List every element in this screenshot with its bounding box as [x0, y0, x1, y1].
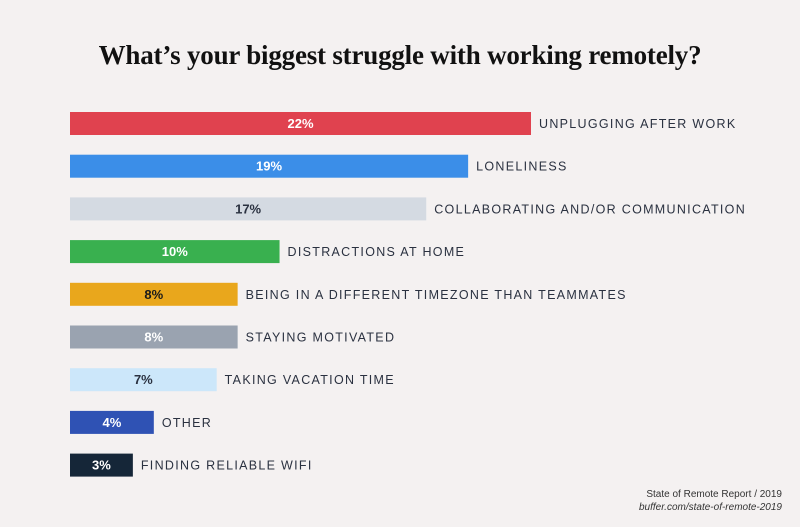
bar-category-label: LONELINESS [476, 160, 568, 174]
source-report-name: State of Remote Report / 2019 [646, 489, 782, 500]
bar-category-label: TAKING VACATION TIME [225, 373, 395, 387]
bar-category-label: UNPLUGGING AFTER WORK [539, 117, 736, 131]
bar-value-label: 17% [235, 201, 261, 216]
bar [70, 368, 217, 392]
bar-category-label: FINDING RELIABLE WIFI [141, 459, 313, 473]
bar [70, 197, 427, 221]
bar-value-label: 7% [134, 372, 153, 387]
bar-group: 4% OTHER [70, 410, 212, 434]
bar [70, 325, 238, 349]
bar-value-label: 3% [92, 458, 111, 473]
bar-category-label: DISTRACTIONS AT HOME [288, 245, 466, 259]
bar [70, 410, 154, 434]
bar [70, 240, 280, 264]
bar-value-label: 8% [144, 287, 163, 302]
bar-group: 19% LONELINESS [70, 154, 568, 178]
source-credit: State of Remote Report / 2019 buffer.com… [639, 489, 782, 513]
bar-value-label: 8% [144, 330, 163, 345]
bar-group: 3% FINDING RELIABLE WIFI [70, 453, 313, 477]
bar-category-label: BEING IN A DIFFERENT TIMEZONE THAN TEAMM… [246, 288, 627, 302]
bar-value-label: 19% [256, 159, 282, 174]
bar-group: 8% BEING IN A DIFFERENT TIMEZONE THAN TEA… [70, 282, 627, 306]
bar [70, 282, 238, 306]
chart-title: What’s your biggest struggle with workin… [98, 40, 702, 70]
bar-group: 8% STAYING MOTIVATED [70, 325, 396, 349]
bar [70, 154, 469, 178]
bar-group: 7% TAKING VACATION TIME [70, 368, 395, 392]
bar-category-label: OTHER [162, 416, 212, 430]
bar-group: 17% COLLABORATING AND/OR COMMUNICATION [70, 197, 746, 221]
bar-value-label: 10% [162, 244, 188, 259]
bar-category-label: STAYING MOTIVATED [246, 331, 396, 345]
bar [70, 112, 531, 135]
bar-value-label: 4% [103, 415, 122, 430]
bar-category-label: COLLABORATING AND/OR COMMUNICATION [434, 202, 746, 216]
bar [70, 453, 133, 477]
source-url: buffer.com/state-of-remote-2019 [638, 502, 782, 513]
bar-group: 10% DISTRACTIONS AT HOME [70, 240, 466, 264]
bar-group: 22% UNPLUGGING AFTER WORK [70, 112, 736, 135]
bar-value-label: 22% [287, 116, 313, 131]
